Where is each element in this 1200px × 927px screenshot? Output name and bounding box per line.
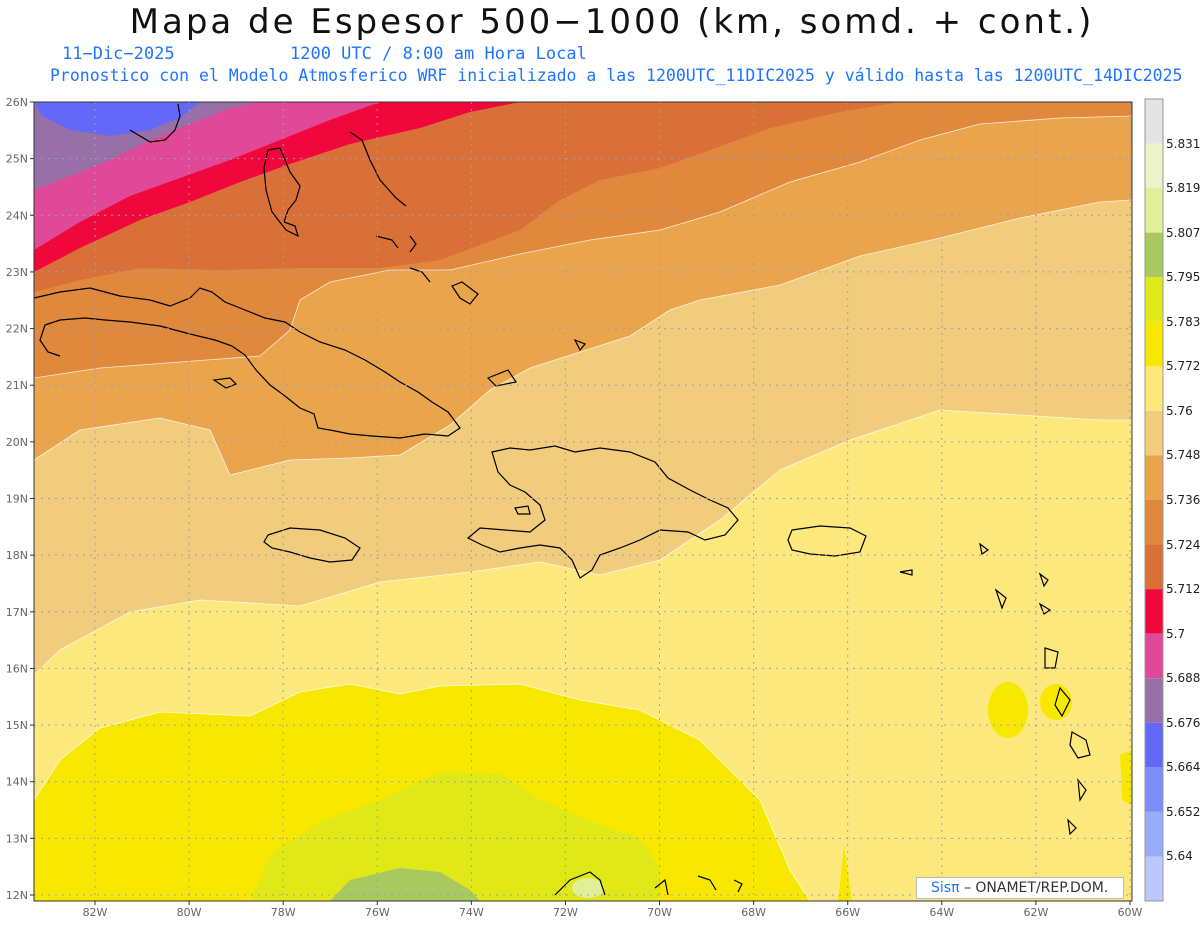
colorbar-swatch (1145, 544, 1163, 590)
sispi-logo: Sisπ (931, 880, 960, 896)
colorbar-swatch (1145, 143, 1163, 189)
colorbar-swatch (1145, 321, 1163, 367)
colorbar-swatch (1145, 767, 1163, 812)
colorbar-swatch (1145, 856, 1163, 901)
thickness-fill-layers (34, 102, 1132, 901)
colorbar-value: 5.772 (1166, 359, 1200, 374)
colorbar-value: 5.724 (1166, 537, 1200, 552)
lon-label: 78W (271, 906, 296, 919)
grid-lines (34, 102, 1132, 901)
colorbar-value: 5.748 (1166, 448, 1200, 463)
colorbar-value: 5.819 (1166, 181, 1200, 196)
lon-label: 82W (83, 906, 108, 919)
lon-label: 68W (741, 906, 766, 919)
colorbar-swatch (1145, 277, 1163, 322)
lat-label: 20N (6, 436, 28, 449)
colorbar-value: 5.795 (1166, 270, 1200, 285)
lat-label: 24N (6, 209, 28, 222)
credit-box: Sisπ – ONAMET/REP.DOM. (916, 877, 1124, 899)
colorbar-swatch (1145, 455, 1163, 500)
lat-label: 21N (6, 379, 28, 392)
lat-label: 14N (6, 776, 28, 789)
date-label: 11−Dic−2025 (62, 44, 175, 64)
lon-label: 66W (835, 906, 860, 919)
colorbar-value: 5.64 (1166, 849, 1193, 864)
colorbar-swatch (1145, 410, 1163, 456)
lon-label: 62W (1023, 906, 1048, 919)
lat-label: 19N (6, 493, 28, 506)
lat-label: 12N (6, 889, 28, 902)
lon-label: 76W (365, 906, 390, 919)
map-title: Mapa de Espesor 500−1000 (km, somd. + co… (129, 2, 1095, 42)
coastlines (34, 103, 1091, 896)
colorbar-value: 5.7 (1166, 626, 1186, 641)
lat-label: 16N (6, 662, 28, 675)
lon-label: 60W (1118, 906, 1143, 919)
colorbar-swatch (1145, 633, 1163, 679)
colorbar-swatch (1145, 99, 1163, 144)
colorbar-swatch (1145, 188, 1163, 233)
colorbar-swatch (1145, 722, 1163, 768)
colorbar-swatch (1145, 366, 1163, 411)
lon-label: 64W (929, 906, 954, 919)
longitude-labels: 82W 80W 78W 76W 74W 72W 70W 68W 66W 64W 62W 60W (83, 906, 1143, 919)
colorbar-value: 5.676 (1166, 715, 1200, 730)
lat-label: 25N (6, 153, 28, 166)
lat-label: 17N (6, 606, 28, 619)
colorbar-value: 5.831 (1166, 136, 1200, 151)
lat-label: 15N (6, 719, 28, 732)
lat-label: 13N (6, 832, 28, 845)
colorbar-value: 5.783 (1166, 314, 1200, 329)
lon-label: 80W (177, 906, 202, 919)
colorbar-swatch (1145, 500, 1163, 545)
colorbar-swatch (1145, 232, 1163, 278)
time-label: 1200 UTC / 8:00 am Hora Local (290, 44, 587, 64)
lon-label: 70W (647, 906, 672, 919)
lat-label: 18N (6, 549, 28, 562)
colorbar-value: 5.652 (1166, 804, 1200, 819)
forecast-label: Pronostico con el Modelo Atmosferico WRF… (50, 66, 1183, 85)
colorbar-value: 5.736 (1166, 493, 1200, 507)
colorbar-swatch (1145, 678, 1163, 723)
lon-label: 74W (459, 906, 484, 919)
colorbar-value: 5.807 (1166, 225, 1200, 240)
colorbar-swatch (1145, 811, 1163, 857)
colorbar (1144, 98, 1164, 902)
colorbar-value: 5.76 (1166, 403, 1193, 418)
credit-text: – ONAMET/REP.DOM. (959, 880, 1109, 896)
lon-label: 72W (553, 906, 578, 919)
lat-label: 26N (6, 96, 28, 109)
colorbar-value: 5.664 (1166, 760, 1200, 775)
lat-label: 23N (6, 266, 28, 279)
lat-label: 22N (6, 323, 28, 336)
colorbar-swatch (1145, 589, 1163, 634)
latitude-labels: 26N 25N 24N 23N 22N 21N 20N 19N 18N 17N 16N 15N 14N 1… (6, 96, 28, 902)
colorbar-value: 5.712 (1166, 582, 1200, 597)
colorbar-value: 5.688 (1166, 671, 1200, 686)
